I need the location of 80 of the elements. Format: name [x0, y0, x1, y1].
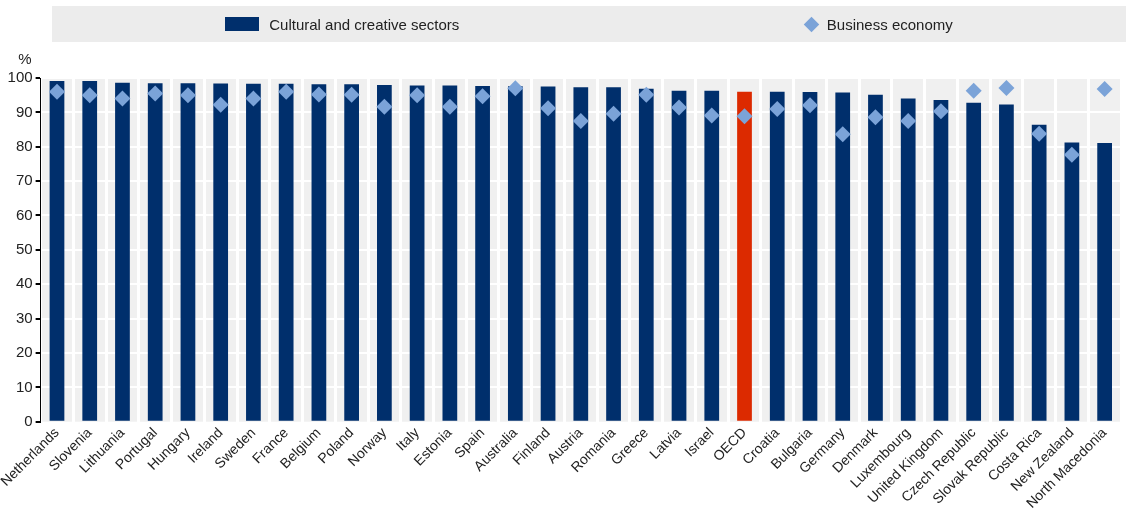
- point: [703, 107, 720, 124]
- point: [769, 100, 786, 117]
- point: [638, 86, 655, 103]
- y-tick-label: 30: [15, 308, 33, 326]
- bar: [1031, 124, 1047, 421]
- bar: [769, 91, 785, 421]
- point: [540, 100, 557, 117]
- y-tick-label: 70: [15, 171, 33, 189]
- point: [834, 126, 851, 143]
- y-axis-title: %: [18, 50, 32, 67]
- point: [441, 98, 458, 115]
- point: [900, 112, 917, 129]
- point: [965, 82, 982, 99]
- y-tick-label: 40: [15, 274, 33, 292]
- point: [245, 90, 262, 107]
- legend-label: Cultural and creative sectors: [269, 15, 460, 33]
- point: [409, 87, 426, 104]
- bar: [278, 83, 294, 421]
- bar: [671, 90, 687, 421]
- point: [932, 103, 949, 120]
- point: [310, 86, 327, 103]
- point: [1063, 146, 1080, 163]
- y-tick-label: 10: [15, 377, 33, 395]
- y-tick-label: 80: [15, 136, 33, 154]
- y-tick-label: 20: [15, 343, 33, 361]
- y-tick-label: 50: [15, 240, 33, 258]
- point: [1031, 125, 1048, 142]
- point: [572, 112, 589, 129]
- bar: [475, 85, 490, 421]
- y-tick-label: 100: [7, 68, 33, 86]
- point: [114, 90, 131, 107]
- bar: [115, 82, 130, 421]
- bar: [900, 98, 916, 421]
- bar: [802, 92, 818, 421]
- bar: [377, 84, 392, 421]
- y-tick-label: 0: [24, 411, 33, 429]
- bar: [540, 86, 556, 421]
- y-tick-label: 90: [15, 102, 33, 120]
- bar: [606, 87, 621, 421]
- bar: [344, 84, 359, 421]
- point: [48, 83, 65, 100]
- point: [212, 96, 229, 113]
- bar: [1097, 142, 1112, 421]
- bar: [638, 88, 654, 421]
- bar: [311, 84, 327, 421]
- point: [998, 79, 1015, 96]
- point: [343, 86, 360, 103]
- bar: [507, 86, 523, 421]
- bar: [933, 100, 949, 421]
- point: [1096, 81, 1113, 97]
- bar: [1064, 142, 1080, 421]
- y-tick-label: 60: [15, 205, 33, 223]
- bar: [82, 81, 98, 421]
- point: [867, 109, 884, 126]
- bar: [442, 85, 458, 421]
- bar: [704, 90, 720, 421]
- point: [507, 80, 524, 97]
- point: [736, 108, 753, 125]
- point: [671, 99, 688, 116]
- point: [474, 88, 491, 105]
- bar: [49, 81, 65, 421]
- bar: [246, 83, 261, 421]
- bar: [868, 94, 883, 421]
- point: [147, 85, 164, 102]
- point: [81, 87, 98, 104]
- bar: [147, 83, 163, 421]
- point: [801, 97, 818, 114]
- bar: [966, 102, 982, 421]
- bar: [180, 83, 196, 421]
- bar: [573, 87, 589, 421]
- bar: [737, 91, 752, 421]
- bar: [409, 85, 425, 421]
- point: [605, 105, 622, 122]
- point: [376, 98, 393, 115]
- legend-label: Business economy: [826, 15, 953, 33]
- bar: [835, 92, 851, 421]
- point: [179, 87, 196, 104]
- bar: [213, 83, 229, 421]
- bar: [999, 104, 1014, 421]
- point: [278, 83, 295, 100]
